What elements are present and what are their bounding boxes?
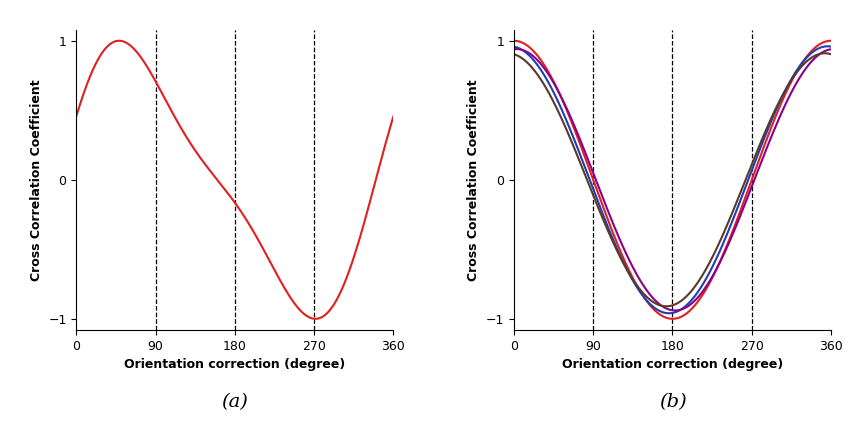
Y-axis label: Cross Correlation Coefficient: Cross Correlation Coefficient [467,79,480,280]
Y-axis label: Cross Correlation Coefficient: Cross Correlation Coefficient [30,79,42,280]
Text: (a): (a) [221,393,248,411]
X-axis label: Orientation correction (degree): Orientation correction (degree) [125,358,345,371]
Text: (b): (b) [659,393,686,411]
X-axis label: Orientation correction (degree): Orientation correction (degree) [562,358,783,371]
